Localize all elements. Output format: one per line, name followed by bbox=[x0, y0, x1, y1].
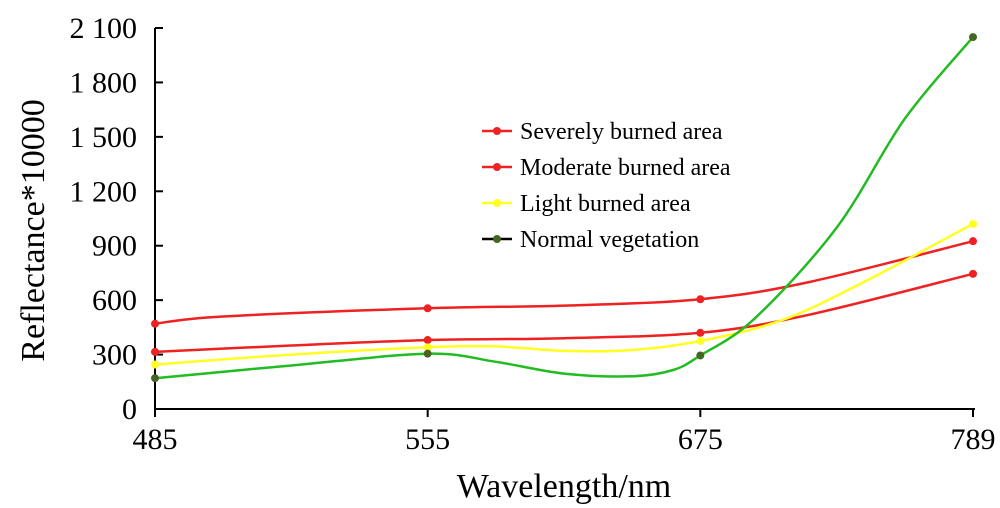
y-tick-label: 300 bbox=[92, 339, 137, 372]
data-point bbox=[696, 351, 705, 360]
x-tick-label: 555 bbox=[405, 423, 450, 456]
legend-label: Moderate burned area bbox=[520, 155, 731, 181]
data-point bbox=[696, 336, 705, 345]
data-point bbox=[151, 319, 159, 328]
series-1 bbox=[151, 237, 977, 328]
data-point bbox=[969, 33, 977, 42]
y-tick-label: 0 bbox=[122, 393, 137, 426]
plot-area: 0 300 600 900 1 200 1 500 1 800 2 100 485 555 675… bbox=[70, 12, 996, 456]
data-point bbox=[423, 349, 432, 358]
y-tick-label: 1 200 bbox=[70, 175, 138, 208]
x-tick-label: 485 bbox=[133, 423, 178, 456]
y-tick-label: 900 bbox=[92, 230, 137, 263]
data-point bbox=[969, 219, 977, 228]
data-point bbox=[151, 347, 159, 356]
legend-label: Severely burned area bbox=[520, 119, 723, 145]
data-point bbox=[969, 269, 977, 278]
data-point bbox=[151, 360, 159, 369]
legend-item: Moderate burned area bbox=[482, 155, 731, 181]
legend-label: Light burned area bbox=[520, 191, 691, 217]
x-tick-label: 675 bbox=[678, 423, 723, 456]
y-axis-title: Reflectance*10000 bbox=[15, 99, 52, 361]
data-point bbox=[423, 343, 432, 352]
data-point bbox=[423, 304, 432, 313]
y-axis-ticks: 0 300 600 900 1 200 1 500 1 800 2 100 bbox=[70, 12, 163, 426]
x-axis-ticks: 485 555 675 789 bbox=[133, 409, 996, 456]
legend-label: Normal vegetation bbox=[520, 227, 699, 253]
legend-marker bbox=[493, 163, 501, 171]
legend-marker bbox=[493, 127, 501, 135]
y-tick-label: 1 500 bbox=[70, 121, 138, 154]
legend-item: Light burned area bbox=[482, 191, 691, 217]
legend-marker bbox=[493, 235, 501, 243]
legend: Severely burned area Moderate burned area… bbox=[482, 119, 731, 253]
x-tick-label: 789 bbox=[951, 423, 996, 456]
data-point bbox=[423, 336, 432, 345]
series-2 bbox=[151, 269, 977, 356]
data-point bbox=[969, 237, 977, 246]
series-line bbox=[154, 272, 974, 354]
y-tick-label: 1 800 bbox=[70, 66, 138, 99]
series-line bbox=[154, 239, 974, 325]
series-layer bbox=[151, 33, 977, 383]
x-axis-title: Wavelength/nm bbox=[457, 468, 671, 505]
series-3 bbox=[151, 219, 977, 369]
data-point bbox=[696, 328, 705, 337]
data-point bbox=[696, 295, 705, 304]
legend-item: Severely burned area bbox=[482, 119, 723, 145]
legend-marker bbox=[493, 199, 501, 207]
series-line bbox=[154, 36, 974, 380]
y-tick-label: 600 bbox=[92, 284, 137, 317]
series-line bbox=[154, 222, 974, 366]
legend-item: Normal vegetation bbox=[482, 227, 699, 253]
data-point bbox=[151, 374, 159, 383]
y-tick-label: 2 100 bbox=[70, 12, 138, 45]
series-4 bbox=[151, 33, 977, 383]
